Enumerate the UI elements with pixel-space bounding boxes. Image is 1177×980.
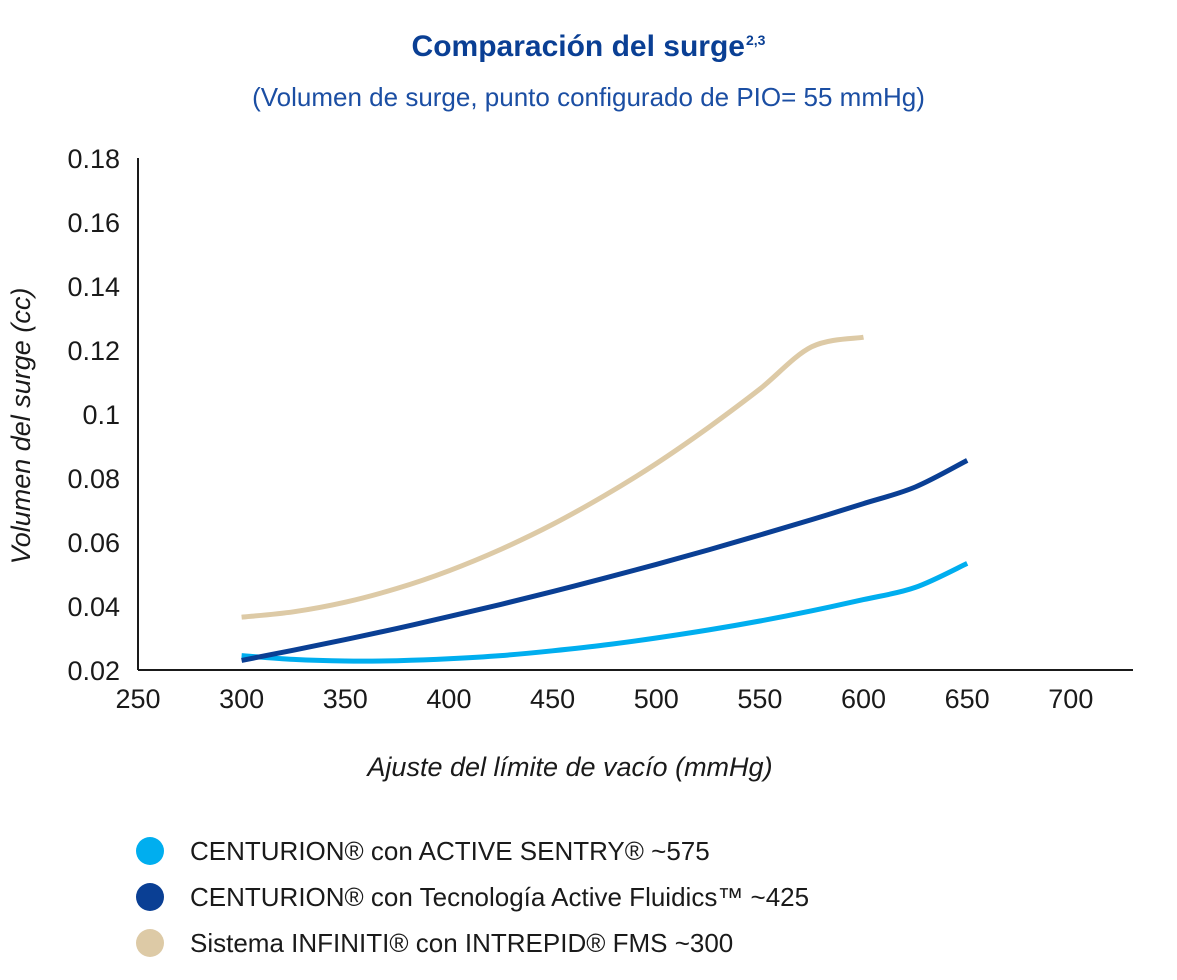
x-tick-labels: 250 300 350 400 450 500 550 600 650 700 <box>115 684 1093 714</box>
x-tick-label: 400 <box>426 684 471 714</box>
legend-label: Sistema INFINITI® con INTREPID® FMS ~300 <box>190 927 734 958</box>
x-tick-label: 450 <box>530 684 575 714</box>
legend-swatch <box>136 837 164 865</box>
axes <box>137 158 1133 671</box>
x-tick-label: 550 <box>737 684 782 714</box>
x-tick-label: 300 <box>219 684 264 714</box>
x-tick-label: 350 <box>323 684 368 714</box>
y-tick-label: 0.06 <box>67 528 120 558</box>
y-tick-label: 0.12 <box>67 336 120 366</box>
chart-subtitle: (Volumen de surge, punto configurado de … <box>252 82 925 112</box>
legend: CENTURION® con ACTIVE SENTRY® ~575 CENTU… <box>136 828 809 966</box>
legend-item: Sistema INFINITI® con INTREPID® FMS ~300 <box>136 920 809 966</box>
line-chart: 0.02 0.04 0.06 0.08 0.1 0.12 0.14 0.16 0.18 250 3… <box>6 144 1133 782</box>
y-tick-label: 0.08 <box>67 464 120 494</box>
series-line-2 <box>241 458 969 663</box>
y-tick-label: 0.04 <box>67 592 120 622</box>
y-tick-label: 0.14 <box>67 272 120 302</box>
title-superscript: 2,3 <box>745 32 766 48</box>
y-tick-label: 0.16 <box>67 208 120 238</box>
x-tick-label: 500 <box>634 684 679 714</box>
series-line-1 <box>241 561 969 664</box>
legend-item: CENTURION® con Tecnología Active Fluidic… <box>136 874 809 920</box>
y-axis-label: Volumen del surge (cc) <box>6 288 36 565</box>
chart-title: Comparación del surge2,3 <box>411 30 766 63</box>
x-tick-label: 600 <box>841 684 886 714</box>
legend-item: CENTURION® con ACTIVE SENTRY® ~575 <box>136 828 809 874</box>
x-axis-label: Ajuste del límite de vacío (mmHg) <box>365 752 772 782</box>
x-tick-label: 700 <box>1048 684 1093 714</box>
series-lines <box>241 334 969 664</box>
legend-label: CENTURION® con Tecnología Active Fluidic… <box>190 881 810 912</box>
y-tick-label: 0.02 <box>67 656 120 686</box>
x-tick-label: 650 <box>945 684 990 714</box>
y-tick-label: 0.1 <box>82 400 120 430</box>
legend-swatch <box>136 929 164 957</box>
y-tick-label: 0.18 <box>67 144 120 174</box>
x-tick-label: 250 <box>115 684 160 714</box>
legend-label: CENTURION® con ACTIVE SENTRY® ~575 <box>190 835 710 866</box>
y-tick-labels: 0.02 0.04 0.06 0.08 0.1 0.12 0.14 0.16 0.18 <box>67 144 120 686</box>
series-line-3 <box>241 334 864 620</box>
legend-swatch <box>136 883 164 911</box>
